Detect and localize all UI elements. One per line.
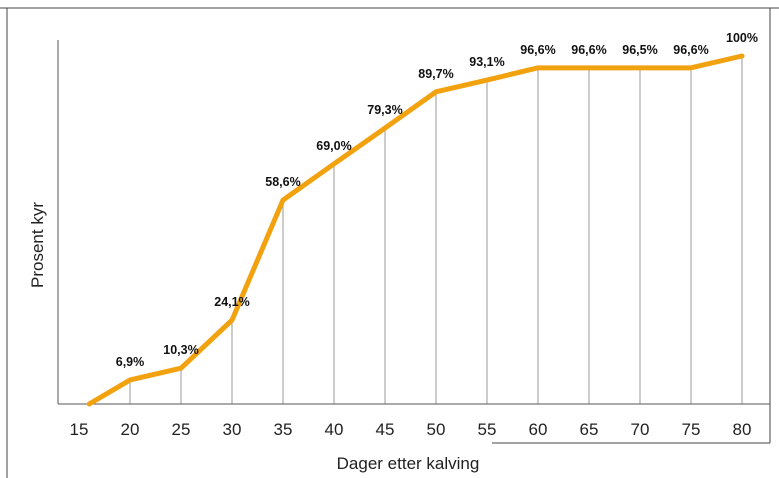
data-label: 58,6%	[265, 175, 300, 189]
x-tick-label: 20	[121, 420, 140, 439]
data-label: 100%	[726, 31, 758, 45]
data-label: 6,9%	[116, 355, 145, 369]
x-tick-label: 55	[478, 420, 497, 439]
data-label: 24,1%	[214, 295, 249, 309]
x-tick-label: 70	[631, 420, 650, 439]
x-tick-label: 40	[325, 420, 344, 439]
x-tick-label: 45	[376, 420, 395, 439]
data-label: 79,3%	[367, 103, 402, 117]
data-label: 96,5%	[622, 43, 657, 57]
x-tick-label: 80	[733, 420, 752, 439]
x-tick-label: 25	[172, 420, 191, 439]
data-labels: 6,9% 10,3% 24,1% 58,6% 69,0% 79,3% 89,7% 93,1% 9…	[116, 31, 758, 369]
data-label: 69,0%	[316, 139, 351, 153]
x-tick-label: 75	[682, 420, 701, 439]
data-label: 96,6%	[520, 43, 555, 57]
data-label: 10,3%	[163, 343, 198, 357]
series-line	[86, 53, 745, 407]
data-label: 96,6%	[571, 43, 606, 57]
x-tick-label: 35	[274, 420, 293, 439]
data-label: 93,1%	[469, 55, 504, 69]
grid-lines	[129, 56, 743, 404]
x-tick-label: 50	[427, 420, 446, 439]
x-tick-label: 30	[223, 420, 242, 439]
x-tick-labels: 15 20 25 30 35 40 45 50 55 60 65 70 75 80	[70, 420, 752, 439]
x-tick-label: 65	[580, 420, 599, 439]
x-tick-label: 60	[529, 420, 548, 439]
y-axis-title: Prosent kyr	[28, 202, 47, 288]
data-label: 96,6%	[673, 43, 708, 57]
x-tick-label: 15	[70, 420, 89, 439]
x-axis-title: Dager etter kalving	[337, 454, 480, 473]
data-label: 89,7%	[418, 67, 453, 81]
